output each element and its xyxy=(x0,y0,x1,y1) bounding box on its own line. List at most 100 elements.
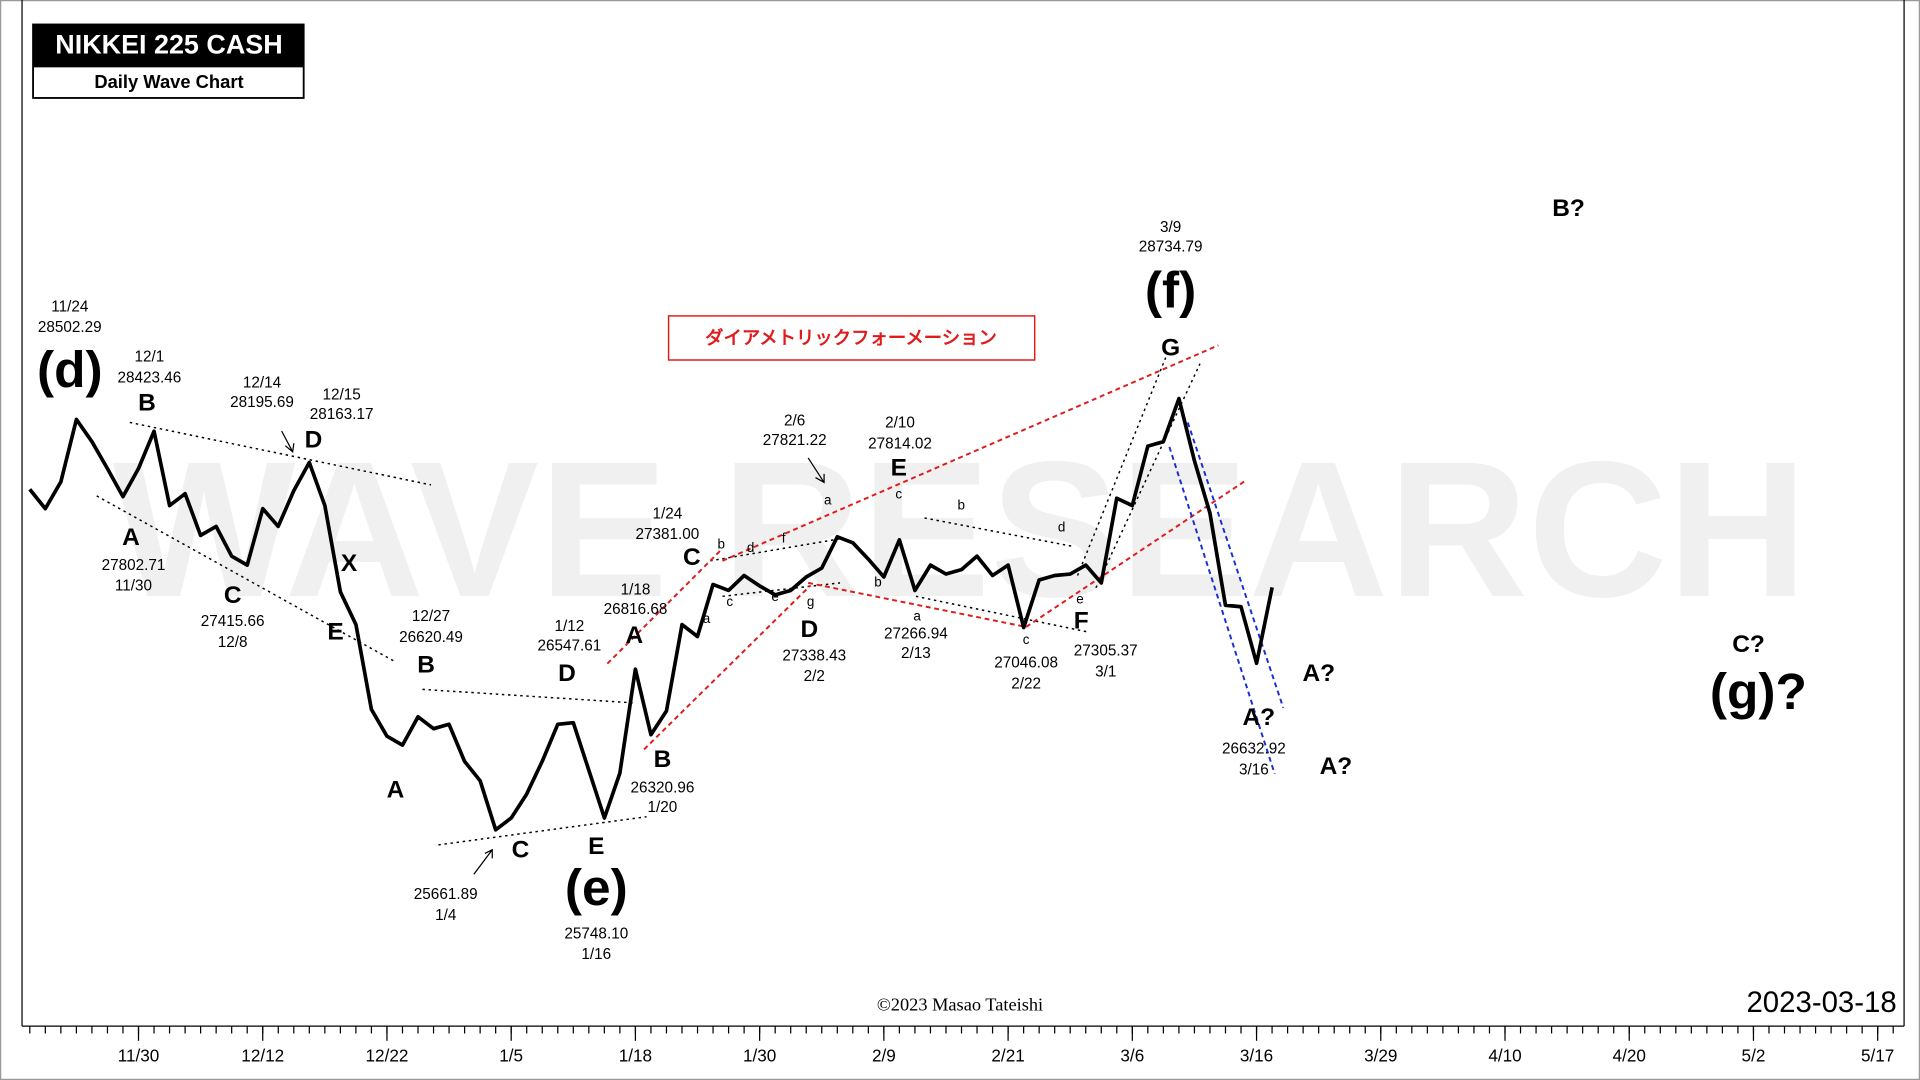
annotation: 2/22 xyxy=(1011,676,1041,693)
annotation: 2/2 xyxy=(804,668,825,685)
x-tick-label: 4/10 xyxy=(1488,1045,1521,1065)
note: ダイアメトリックフォーメーション xyxy=(705,327,997,348)
annotation: (e) xyxy=(565,858,628,916)
annotation: C xyxy=(683,544,701,571)
annotation: a xyxy=(703,611,711,626)
x-tick-label: 3/29 xyxy=(1364,1045,1397,1065)
x-tick-label: 1/18 xyxy=(619,1045,652,1065)
annotation: 3/1 xyxy=(1095,663,1116,680)
trend-line xyxy=(422,688,634,704)
annotation: A xyxy=(122,524,140,551)
price-line xyxy=(28,396,1274,832)
annotation: 2/13 xyxy=(901,645,931,662)
annotation: b xyxy=(874,574,881,589)
annotation: 27305.37 xyxy=(1074,642,1138,659)
annotation: c xyxy=(1023,632,1030,647)
annotation: 2/6 xyxy=(784,412,805,429)
annotation: 26632.92 xyxy=(1222,740,1286,757)
annotation: c xyxy=(895,486,902,501)
annotation: D xyxy=(801,616,819,643)
annotation: g xyxy=(807,594,814,609)
annotation: 1/18 xyxy=(621,581,651,598)
annotation: 27338.43 xyxy=(782,647,846,664)
annotation: 25748.10 xyxy=(564,925,628,942)
annotations: (d) (e) (f) (g)? B A C D X E B A C D E A B C D E F G A? A? A? B? C… xyxy=(37,195,1807,963)
arrow xyxy=(807,457,825,484)
annotation: C? xyxy=(1732,631,1765,658)
x-tick-label: 4/20 xyxy=(1613,1045,1646,1065)
annotation: 3/16 xyxy=(1239,761,1269,778)
annotation: E xyxy=(891,454,907,481)
annotation: 11/24 xyxy=(51,298,89,315)
annotation: 12/1 xyxy=(134,349,164,366)
x-tick-label: 12/12 xyxy=(241,1045,284,1065)
annotation: a xyxy=(824,492,832,507)
annotation: 12/27 xyxy=(412,608,450,625)
annotation: 12/15 xyxy=(322,387,360,404)
tick-group: 11/30 12/12 12/22 1/5 1/18 1/30 2/9 2/21 3/6 3/16… xyxy=(29,1026,1894,1065)
annotation: 28195.69 xyxy=(230,394,294,411)
annotation: B xyxy=(138,390,156,417)
annotation: B xyxy=(654,746,672,773)
red-line xyxy=(807,581,1027,628)
chart-subtitle: Daily Wave Chart xyxy=(94,71,243,92)
watermark: WAVE RESEARCH xyxy=(113,421,1808,637)
annotation: 1/16 xyxy=(581,946,611,963)
annotation: 25661.89 xyxy=(414,886,478,903)
annotation: 26320.96 xyxy=(631,780,695,797)
chart-date: 2023-03-18 xyxy=(1746,986,1896,1019)
annotation: C xyxy=(512,836,530,863)
x-tick-label: 3/6 xyxy=(1120,1045,1144,1065)
annotation: e xyxy=(1076,592,1083,607)
annotation: A xyxy=(387,776,405,803)
annotation: 27415.66 xyxy=(201,613,265,630)
annotation: 11/30 xyxy=(115,578,152,595)
annotation: 1/4 xyxy=(435,907,457,924)
arrow xyxy=(281,430,295,454)
annotation: D xyxy=(305,426,323,453)
x-tick-label: 2/21 xyxy=(991,1045,1024,1065)
x-tick-label: 2/9 xyxy=(872,1045,896,1065)
red-line xyxy=(1025,479,1248,628)
annotation: 27814.02 xyxy=(868,436,932,453)
annotation: X xyxy=(341,550,358,577)
trend-line xyxy=(129,421,432,486)
annotation: A xyxy=(625,622,643,649)
annotation: 26620.49 xyxy=(399,629,463,646)
arrow xyxy=(473,848,493,875)
red-line xyxy=(606,547,724,665)
annotation: f xyxy=(782,530,786,545)
annotation: b xyxy=(717,536,724,551)
annotation: 28734.79 xyxy=(1139,238,1203,255)
x-tick-label: 12/22 xyxy=(366,1045,409,1065)
annotation: 27266.94 xyxy=(884,625,948,642)
annotation: d xyxy=(1058,519,1065,534)
annotation: 26816.68 xyxy=(604,601,668,618)
note-box xyxy=(667,315,1036,361)
annotation: 28423.46 xyxy=(117,369,181,386)
x-tick-label: 1/30 xyxy=(743,1045,776,1065)
annotation: b xyxy=(957,497,964,512)
annotation: (f) xyxy=(1145,260,1196,318)
annotation: E xyxy=(588,833,604,860)
x-tick-label: 3/16 xyxy=(1240,1045,1273,1065)
annotation: d xyxy=(747,540,754,555)
annotation: B? xyxy=(1552,195,1585,222)
annotation: e xyxy=(771,589,778,604)
x-tick-label: 1/5 xyxy=(499,1045,523,1065)
blue-line xyxy=(1186,422,1285,709)
red-line xyxy=(722,344,1219,562)
annotation: (g)? xyxy=(1710,662,1807,720)
annotation: D xyxy=(558,660,576,687)
annotation: 1/24 xyxy=(652,505,682,522)
trend-line xyxy=(1095,363,1201,589)
annotation: E xyxy=(327,619,343,646)
annotation: a xyxy=(913,609,921,624)
annotation: 27046.08 xyxy=(994,655,1058,672)
copyright: ©2023 Masao Tateishi xyxy=(877,995,1043,1015)
trend-line xyxy=(915,595,1088,633)
blue-line xyxy=(1168,446,1276,775)
annotation: B xyxy=(417,652,435,679)
annotation: 27821.22 xyxy=(763,432,827,449)
